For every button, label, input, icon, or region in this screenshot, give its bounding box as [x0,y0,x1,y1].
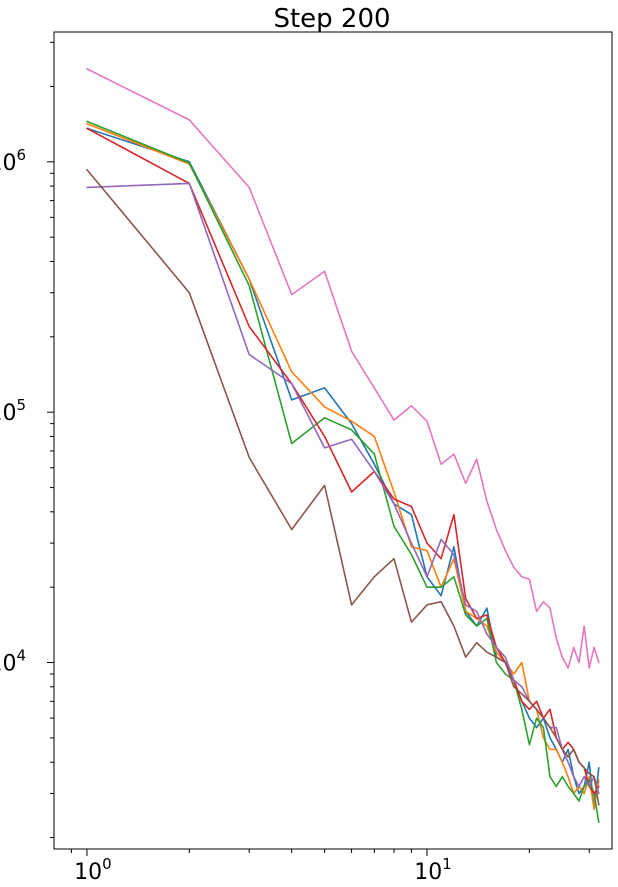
ticks-layer: 100 101 104 105 106 [0,41,590,885]
x-tick-label: 101 [414,855,452,885]
x-tick-label: 100 [74,855,112,885]
series-line-2 [86,122,600,810]
y-tick-label: 104 [0,647,26,677]
plot-frame [53,31,613,850]
y-tick-label: 106 [0,146,26,176]
series-line-3 [86,120,600,824]
series-line-4 [86,127,600,795]
series-layer [86,68,600,824]
series-line-5 [86,182,600,795]
chart-title: Step 200 [273,4,390,34]
series-line-1 [86,127,600,810]
series-line-6 [86,168,600,806]
series-line-7 [86,68,600,669]
y-tick-label: 105 [0,396,26,426]
